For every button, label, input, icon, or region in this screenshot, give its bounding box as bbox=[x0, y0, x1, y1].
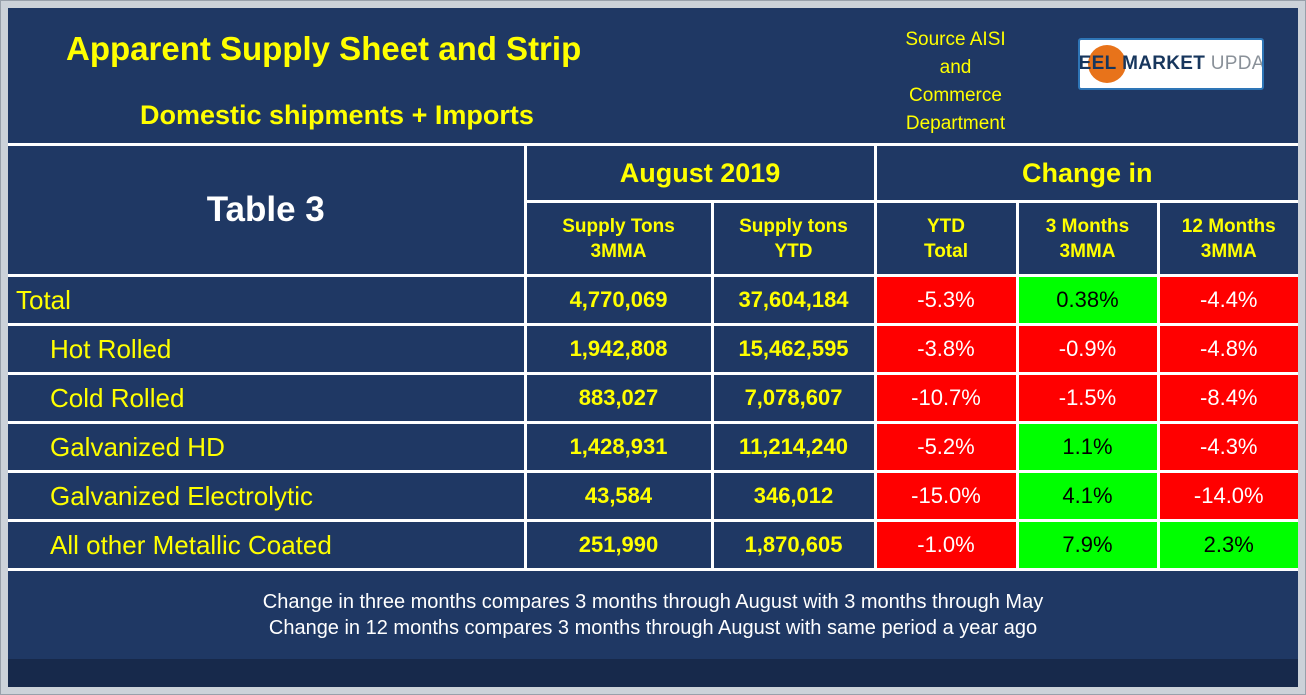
table-corner-label: Table 3 bbox=[8, 143, 527, 277]
cell-supply-ytd: 1,870,605 bbox=[710, 519, 877, 571]
row-label: Galvanized Electrolytic bbox=[8, 470, 527, 522]
supply-table: Table 3 August 2019 Change in Supply Ton… bbox=[8, 143, 1298, 571]
col-header-supply-tons-3mma: Supply Tons 3MMA bbox=[525, 200, 714, 277]
col-header-12-months-3mma: 12 Months 3MMA bbox=[1156, 200, 1298, 277]
col-header-supply-tons-ytd: Supply tons YTD bbox=[710, 200, 877, 277]
cell-change-3mo: 7.9% bbox=[1015, 519, 1160, 571]
slide: Apparent Supply Sheet and Strip Domestic… bbox=[8, 8, 1298, 687]
cell-change-12mo: -4.8% bbox=[1156, 323, 1298, 375]
logo-word-steel: STEEL bbox=[1078, 53, 1117, 74]
cell-change-12mo: -4.4% bbox=[1156, 274, 1298, 326]
cell-change-ytd: -3.8% bbox=[873, 323, 1019, 375]
cell-change-ytd: -10.7% bbox=[873, 372, 1019, 424]
cell-supply-3mma: 1,942,808 bbox=[523, 323, 714, 375]
footnotes: Change in three months compares 3 months… bbox=[8, 571, 1298, 659]
cell-change-12mo: -4.3% bbox=[1156, 421, 1298, 473]
cell-change-12mo: -8.4% bbox=[1156, 372, 1298, 424]
table-row-all-other-metallic-coated: All other Metallic Coated 251,990 1,870,… bbox=[8, 519, 1298, 571]
source-note: Source AISI and Commerce Department bbox=[905, 29, 1006, 134]
cell-supply-ytd: 7,078,607 bbox=[710, 372, 877, 424]
cell-supply-ytd: 37,604,184 bbox=[710, 274, 877, 326]
table-row-galvanized-electrolytic: Galvanized Electrolytic 43,584 346,012 -… bbox=[8, 470, 1298, 522]
cell-supply-3mma: 883,027 bbox=[523, 372, 714, 424]
bottom-strip bbox=[8, 659, 1298, 687]
logo-text: STEEL MARKET UPDATE bbox=[1078, 53, 1264, 75]
cell-supply-ytd: 15,462,595 bbox=[710, 323, 877, 375]
col-header-ytd-total: YTD Total bbox=[873, 200, 1019, 277]
row-label: Total bbox=[8, 274, 527, 326]
cell-change-ytd: -15.0% bbox=[873, 470, 1019, 522]
table-row-cold-rolled: Cold Rolled 883,027 7,078,607 -10.7% -1.… bbox=[8, 372, 1298, 424]
cell-change-3mo: -1.5% bbox=[1015, 372, 1160, 424]
footnote-line-2: Change in 12 months compares 3 months th… bbox=[268, 616, 1038, 639]
table-row-galvanized-hd: Galvanized HD 1,428,931 11,214,240 -5.2%… bbox=[8, 421, 1298, 473]
cell-change-ytd: -5.3% bbox=[873, 274, 1019, 326]
cell-supply-3mma: 4,770,069 bbox=[523, 274, 714, 326]
cell-supply-3mma: 43,584 bbox=[523, 470, 714, 522]
logo-word-update: UPDATE bbox=[1210, 53, 1264, 74]
row-label: All other Metallic Coated bbox=[8, 519, 527, 571]
page-title: Apparent Supply Sheet and Strip bbox=[66, 30, 582, 67]
table-row-total: Total 4,770,069 37,604,184 -5.3% 0.38% -… bbox=[8, 274, 1298, 326]
cell-supply-3mma: 1,428,931 bbox=[523, 421, 714, 473]
table-group-header-row: Table 3 August 2019 Change in bbox=[8, 143, 1298, 277]
cell-change-3mo: 1.1% bbox=[1015, 421, 1160, 473]
cell-change-3mo: -0.9% bbox=[1015, 323, 1160, 375]
slide-header: Apparent Supply Sheet and Strip Domestic… bbox=[8, 8, 1298, 143]
cell-change-12mo: -14.0% bbox=[1156, 470, 1298, 522]
cell-change-3mo: 4.1% bbox=[1015, 470, 1160, 522]
group-header-change-in: Change in bbox=[873, 143, 1298, 203]
table-column-header-row: Supply Tons 3MMA Supply tons YTD YTD Tot… bbox=[8, 200, 1298, 277]
steel-market-update-logo: STEEL MARKET UPDATE bbox=[1078, 38, 1264, 90]
logo-orange-circle-icon bbox=[1088, 45, 1126, 83]
cell-supply-ytd: 11,214,240 bbox=[710, 421, 877, 473]
group-header-august-2019: August 2019 bbox=[523, 143, 877, 203]
footnote-line-1: Change in three months compares 3 months… bbox=[262, 590, 1044, 613]
page-subtitle: Domestic shipments + Imports bbox=[140, 100, 534, 130]
col-header-3-months-3mma: 3 Months 3MMA bbox=[1015, 200, 1160, 277]
table-row-hot-rolled: Hot Rolled 1,942,808 15,462,595 -3.8% -0… bbox=[8, 323, 1298, 375]
cell-supply-3mma: 251,990 bbox=[523, 519, 714, 571]
row-label: Galvanized HD bbox=[8, 421, 527, 473]
cell-change-3mo: 0.38% bbox=[1015, 274, 1160, 326]
cell-change-ytd: -1.0% bbox=[873, 519, 1019, 571]
row-label: Cold Rolled bbox=[8, 372, 527, 424]
cell-change-12mo: 2.3% bbox=[1156, 519, 1298, 571]
cell-supply-ytd: 346,012 bbox=[710, 470, 877, 522]
row-label: Hot Rolled bbox=[8, 323, 527, 375]
cell-change-ytd: -5.2% bbox=[873, 421, 1019, 473]
logo-word-market: MARKET bbox=[1122, 53, 1206, 74]
